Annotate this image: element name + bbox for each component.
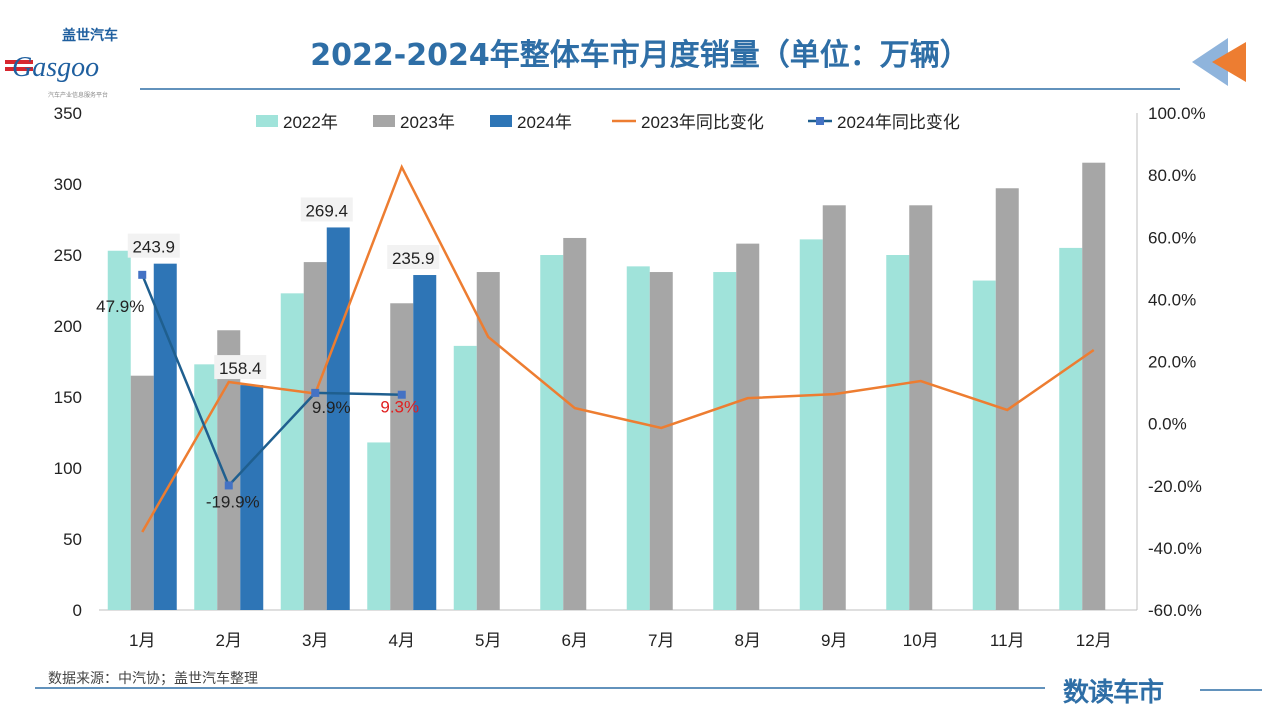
y2-tick-label: 0.0% bbox=[1148, 415, 1187, 434]
legend-label: 2023年 bbox=[400, 113, 455, 132]
legend-marker bbox=[816, 117, 824, 125]
y-tick-label: 200 bbox=[54, 317, 82, 336]
bar-2023年 bbox=[390, 303, 414, 610]
legend-label: 2023年同比变化 bbox=[641, 113, 764, 132]
bar-2024年 bbox=[413, 275, 437, 610]
bar-2022年 bbox=[799, 239, 823, 610]
x-tick-label: 12月 bbox=[1076, 631, 1112, 650]
bar-2022年 bbox=[453, 345, 477, 610]
y2-tick-label: 60.0% bbox=[1148, 228, 1196, 247]
arrow-icon bbox=[1212, 42, 1246, 82]
data-label: 158.4 bbox=[219, 359, 262, 378]
bar-2024年 bbox=[153, 263, 177, 610]
bar-2022年 bbox=[972, 280, 996, 610]
data-label-bg bbox=[300, 197, 353, 222]
y-tick-label: 100 bbox=[54, 459, 82, 478]
x-tick-label: 4月 bbox=[389, 631, 415, 650]
x-tick-label: 7月 bbox=[648, 631, 674, 650]
data-label-bg bbox=[214, 355, 267, 380]
x-tick-label: 5月 bbox=[475, 631, 501, 650]
logo-en: Gasgoo bbox=[12, 52, 99, 83]
bar-2023年 bbox=[822, 205, 846, 611]
legend-swatch bbox=[256, 115, 278, 127]
bar-2023年 bbox=[130, 375, 154, 610]
x-tick-label: 6月 bbox=[562, 631, 588, 650]
bar-2023年 bbox=[909, 205, 933, 611]
logo-sub: 汽车产业信息服务平台 bbox=[48, 91, 108, 99]
bar-2022年 bbox=[107, 250, 131, 611]
y2-tick-label: 20.0% bbox=[1148, 353, 1196, 372]
bar-2023年 bbox=[217, 330, 241, 610]
bar-2022年 bbox=[194, 364, 218, 610]
line-point bbox=[138, 270, 147, 279]
legend-swatch bbox=[490, 115, 512, 127]
legend-swatch bbox=[373, 115, 395, 127]
yoy-label: 9.9% bbox=[312, 398, 351, 417]
x-tick-label: 1月 bbox=[129, 631, 155, 650]
x-tick-label: 8月 bbox=[735, 631, 761, 650]
brand-label: 数读车市 bbox=[1063, 678, 1164, 708]
x-tick-label: 11月 bbox=[990, 631, 1025, 650]
bar-2023年 bbox=[995, 188, 1019, 610]
bar-2023年 bbox=[303, 262, 327, 610]
y2-tick-label: -20.0% bbox=[1148, 477, 1202, 496]
y2-tick-label: 100.0% bbox=[1148, 104, 1206, 123]
yoy-label: 47.9% bbox=[96, 297, 144, 316]
data-source: 数据来源：中汽协；盖世汽车整理 bbox=[48, 671, 258, 687]
bar-2022年 bbox=[626, 266, 650, 610]
bar-2022年 bbox=[713, 272, 737, 610]
x-tick-label: 10月 bbox=[903, 631, 939, 650]
data-label: 235.9 bbox=[392, 249, 435, 268]
bar-2022年 bbox=[886, 255, 910, 610]
y2-tick-label: -60.0% bbox=[1148, 601, 1202, 620]
bar-2024年 bbox=[326, 227, 350, 610]
line-yoy-2023 bbox=[141, 163, 1095, 533]
y2-tick-label: 80.0% bbox=[1148, 166, 1196, 185]
bar-2023年 bbox=[649, 272, 673, 610]
yoy-label: 9.3% bbox=[380, 398, 419, 417]
bar-2023年 bbox=[1082, 162, 1106, 610]
bar-2024年 bbox=[240, 385, 264, 610]
bar-2022年 bbox=[540, 255, 564, 610]
legend-label: 2024年 bbox=[517, 113, 572, 132]
data-label: 243.9 bbox=[132, 238, 175, 257]
y-tick-label: 150 bbox=[54, 388, 82, 407]
x-tick-label: 2月 bbox=[216, 631, 242, 650]
bar-2022年 bbox=[1059, 247, 1083, 610]
y-tick-label: 350 bbox=[54, 104, 82, 123]
data-label-bg bbox=[387, 245, 440, 270]
x-tick-label: 3月 bbox=[302, 631, 328, 650]
line-point bbox=[311, 388, 320, 397]
line-point bbox=[397, 390, 406, 399]
legend-label: 2022年 bbox=[283, 113, 338, 132]
y2-tick-label: 40.0% bbox=[1148, 290, 1196, 309]
x-tick-label: 9月 bbox=[821, 631, 847, 650]
page-title: 2022-2024年整体车市月度销量（单位：万辆） bbox=[310, 38, 970, 73]
line-point bbox=[224, 481, 233, 490]
y-tick-label: 300 bbox=[54, 175, 82, 194]
bar-2022年 bbox=[367, 442, 391, 610]
logo-stripe bbox=[5, 67, 33, 71]
data-label-bg bbox=[127, 233, 180, 258]
bar-2022年 bbox=[280, 293, 304, 610]
logo-cn: 盖世汽车 bbox=[62, 27, 118, 43]
y-tick-label: 250 bbox=[54, 246, 82, 265]
y2-tick-label: -40.0% bbox=[1148, 539, 1202, 558]
data-label: 269.4 bbox=[305, 201, 348, 220]
bar-2023年 bbox=[476, 272, 500, 610]
bar-2023年 bbox=[736, 243, 760, 610]
y-tick-label: 0 bbox=[73, 601, 82, 620]
bar-2023年 bbox=[563, 237, 587, 610]
logo-stripe bbox=[5, 60, 33, 64]
y-tick-label: 50 bbox=[63, 530, 82, 549]
line-yoy-2024 bbox=[141, 274, 402, 488]
legend-label: 2024年同比变化 bbox=[837, 113, 960, 132]
arrow-icon bbox=[1192, 38, 1228, 86]
yoy-label: -19.9% bbox=[206, 492, 260, 511]
